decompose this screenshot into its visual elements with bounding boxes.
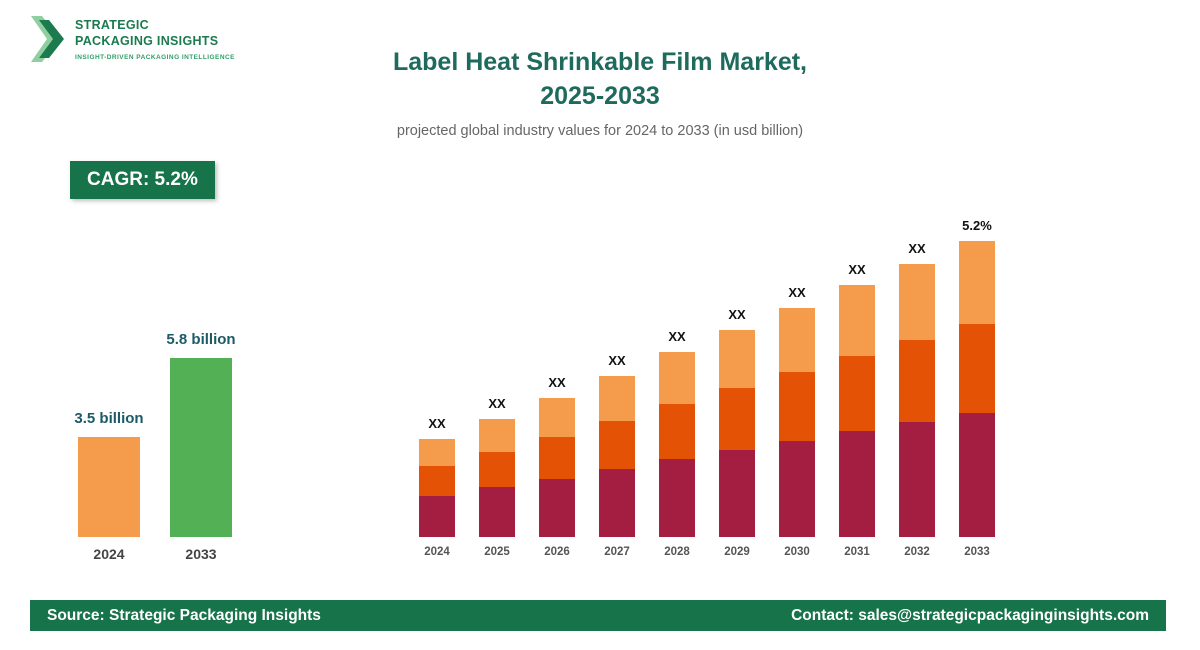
bar-segment-top bbox=[419, 439, 455, 467]
chart-subtitle: projected global industry values for 202… bbox=[396, 122, 804, 139]
cagr-badge: CAGR: 5.2% bbox=[70, 161, 215, 199]
bar-segment-top bbox=[479, 419, 515, 453]
bar-value-label: XX bbox=[848, 262, 866, 277]
chart-title-line2: 2025-2033 bbox=[540, 81, 660, 110]
bar-segment-top bbox=[779, 308, 815, 373]
bar-segment-top bbox=[659, 352, 695, 404]
stacked-bar bbox=[719, 330, 755, 537]
bar-column-2029: XX 2029 bbox=[719, 307, 755, 558]
x-axis-label: 2030 bbox=[784, 546, 810, 558]
bar-column-2030: XX 2030 bbox=[779, 285, 815, 558]
brand-logo: STRATEGIC PACKAGING INSIGHTS INSIGHT-DRI… bbox=[30, 14, 235, 69]
bar-segment-bottom bbox=[659, 459, 695, 537]
x-axis-label: 2024 bbox=[424, 546, 450, 558]
bar-value-label: XX bbox=[488, 396, 506, 411]
bar-column-2028: XX 2028 bbox=[659, 329, 695, 558]
bar-segment-middle bbox=[899, 340, 935, 423]
brand-tagline: INSIGHT-DRIVEN PACKAGING INTELLIGENCE bbox=[75, 54, 235, 62]
bar-value-label: XX bbox=[548, 375, 566, 390]
bar-segment-top bbox=[539, 398, 575, 437]
bar-value-label: XX bbox=[728, 307, 746, 322]
summary-bar-value: 3.5 billion bbox=[74, 410, 144, 427]
stacked-bar bbox=[599, 376, 635, 537]
summary-bar-column-2024: 3.5 billion 2024 bbox=[74, 410, 143, 562]
bar-column-2027: XX 2027 bbox=[599, 353, 635, 558]
bar-column-2025: XX 2025 bbox=[479, 396, 515, 558]
footer-source: Source: Strategic Packaging Insights bbox=[47, 606, 321, 624]
bar-segment-middle bbox=[479, 452, 515, 488]
summary-bar-chart: 3.5 billion 2024 5.8 billion 2033 bbox=[74, 300, 235, 562]
bar-segment-bottom bbox=[839, 431, 875, 537]
bar-column-2031: XX 2031 bbox=[839, 262, 875, 558]
bar-column-2026: XX 2026 bbox=[539, 375, 575, 558]
stacked-bar bbox=[839, 285, 875, 537]
footer-contact: Contact: sales@strategicpackaginginsight… bbox=[791, 606, 1149, 624]
bar-segment-middle bbox=[599, 421, 635, 470]
bar-segment-top bbox=[899, 264, 935, 341]
brand-name-line1: STRATEGIC bbox=[75, 18, 149, 32]
x-axis-label: 2033 bbox=[964, 546, 990, 558]
stacked-bar bbox=[779, 308, 815, 537]
summary-bar-2024 bbox=[78, 437, 140, 537]
bar-segment-bottom bbox=[539, 478, 575, 537]
stacked-bar bbox=[899, 264, 935, 537]
summary-bar-year: 2033 bbox=[185, 546, 217, 562]
x-axis-label: 2029 bbox=[724, 546, 750, 558]
x-axis-label: 2028 bbox=[664, 546, 690, 558]
bar-value-label: XX bbox=[608, 353, 626, 368]
bar-segment-middle bbox=[959, 323, 995, 413]
bar-column-2033: 5.2% 2033 bbox=[959, 218, 995, 558]
bar-segment-bottom bbox=[959, 412, 995, 537]
x-axis-label: 2025 bbox=[484, 546, 510, 558]
bar-value-label: XX bbox=[788, 285, 806, 300]
stacked-bar bbox=[539, 398, 575, 537]
bar-value-label: XX bbox=[428, 416, 446, 431]
bar-column-2024: XX 2024 bbox=[419, 416, 455, 558]
bar-segment-top bbox=[719, 330, 755, 388]
x-axis-label: 2031 bbox=[844, 546, 870, 558]
chevron-logo-icon bbox=[30, 14, 66, 69]
bar-segment-middle bbox=[779, 372, 815, 441]
bar-segment-bottom bbox=[779, 440, 815, 537]
brand-name: STRATEGIC PACKAGING INSIGHTS INSIGHT-DRI… bbox=[75, 14, 235, 61]
bar-segment-bottom bbox=[719, 450, 755, 537]
summary-bar-year: 2024 bbox=[93, 546, 125, 562]
summary-bar-2033 bbox=[170, 358, 232, 537]
stacked-bar-chart: XX 2024 XX 2025 XX 2026 XX 2027 XX 2028 XX 2029 XX 20… bbox=[419, 196, 995, 558]
bar-column-2032: XX 2032 bbox=[899, 241, 935, 558]
bar-segment-bottom bbox=[599, 469, 635, 537]
bar-value-label: 5.2% bbox=[962, 218, 992, 233]
bar-segment-top bbox=[839, 285, 875, 356]
bar-segment-top bbox=[599, 376, 635, 422]
bar-segment-bottom bbox=[479, 487, 515, 537]
brand-name-line2: PACKAGING INSIGHTS bbox=[75, 33, 219, 48]
footer-bar: Source: Strategic Packaging Insights Con… bbox=[30, 600, 1166, 631]
bar-segment-middle bbox=[419, 466, 455, 496]
bar-segment-middle bbox=[659, 403, 695, 460]
bar-segment-middle bbox=[539, 436, 575, 479]
x-axis-label: 2027 bbox=[604, 546, 630, 558]
x-axis-label: 2026 bbox=[544, 546, 570, 558]
bar-segment-middle bbox=[839, 355, 875, 432]
bar-value-label: XX bbox=[668, 329, 686, 344]
stacked-bar bbox=[479, 419, 515, 537]
stacked-bar bbox=[659, 352, 695, 537]
x-axis-label: 2032 bbox=[904, 546, 930, 558]
bar-value-label: XX bbox=[908, 241, 926, 256]
summary-bar-value: 5.8 billion bbox=[166, 331, 236, 348]
bar-segment-bottom bbox=[419, 495, 455, 537]
summary-bar-column-2033: 5.8 billion 2033 bbox=[166, 331, 235, 562]
bar-segment-bottom bbox=[899, 422, 935, 537]
stacked-bar bbox=[419, 439, 455, 537]
bar-segment-top bbox=[959, 241, 995, 324]
bar-segment-middle bbox=[719, 387, 755, 451]
stacked-bar bbox=[959, 241, 995, 537]
